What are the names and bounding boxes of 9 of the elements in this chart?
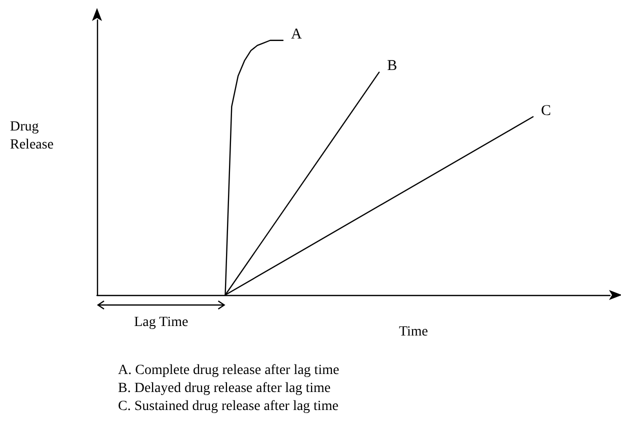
text: Lag Time [134, 315, 188, 331]
y-axis-title: Drug Release [10, 120, 54, 152]
x-axis-title: Time [398, 324, 428, 340]
series-label: C [541, 102, 552, 119]
series-label: B [387, 58, 398, 74]
text: B. Delayed drug release after lag time [118, 380, 332, 398]
text: C. Sustained drug release after lag time [118, 398, 340, 416]
text: A. Complete drug release after lag time [118, 362, 340, 380]
series-label: A [290, 26, 302, 42]
